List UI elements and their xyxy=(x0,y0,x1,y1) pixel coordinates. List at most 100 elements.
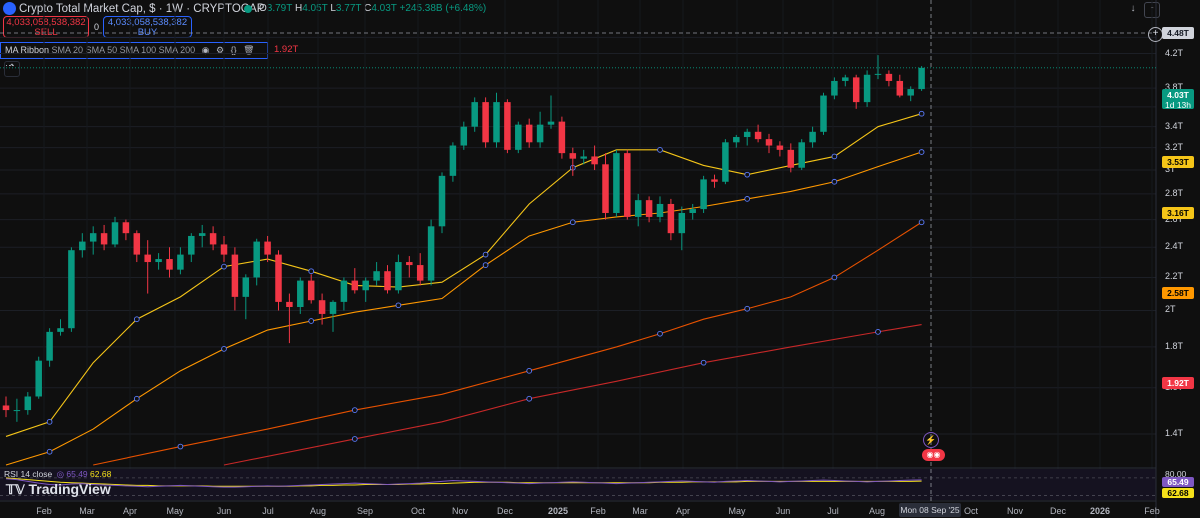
candle-body xyxy=(307,280,315,301)
candle xyxy=(515,121,522,154)
candle xyxy=(449,142,457,182)
candle xyxy=(482,97,489,148)
candle-body xyxy=(689,209,696,213)
candle-body xyxy=(776,145,784,150)
price-tick-label: 2.8T xyxy=(1165,187,1184,198)
chart-title[interactable]: Crypto Total Market Cap, $ · 1W · CRYPTO… xyxy=(19,3,265,15)
delete-icon[interactable]: 🗑 xyxy=(243,45,255,55)
rsi-ma-axis-value: 62.68 xyxy=(1162,488,1194,498)
sma-marker xyxy=(831,274,838,281)
candle xyxy=(743,128,751,146)
candle-body xyxy=(809,131,816,143)
buy-label: BUY xyxy=(137,27,158,38)
candle xyxy=(874,55,882,80)
time-tick-label: Feb xyxy=(36,506,52,516)
time-tick-label: Aug xyxy=(309,506,327,516)
sma-marker xyxy=(351,436,358,442)
candle-body xyxy=(525,124,533,143)
arrow-down-icon[interactable]: ↓ xyxy=(1130,3,1136,14)
candle xyxy=(536,111,544,148)
candle-body xyxy=(765,139,773,146)
sma-marker xyxy=(831,153,838,160)
candle xyxy=(645,196,653,223)
candle-body xyxy=(787,149,795,168)
candle xyxy=(242,274,250,320)
ohlc-values: O3.79T H4.05T L3.77T C4.03T +245.38B (+6… xyxy=(259,0,486,18)
candle-body xyxy=(743,131,751,138)
sma-line-3 xyxy=(93,221,922,466)
candle-body xyxy=(2,405,10,411)
candle-body xyxy=(253,241,260,278)
candle xyxy=(318,293,326,325)
price-tick-label: 1.8T xyxy=(1165,340,1184,351)
candle xyxy=(558,116,566,159)
candle xyxy=(896,74,904,98)
tradingview-watermark: 𝕋𝕍 TradingView xyxy=(6,481,111,498)
candle-body xyxy=(111,222,119,245)
price-tick-label: 4.2T xyxy=(1165,47,1184,58)
candle xyxy=(918,66,925,91)
eye-icon[interactable]: ◉ xyxy=(201,45,210,55)
price-axis[interactable] xyxy=(1156,0,1200,518)
candle-body xyxy=(591,156,598,165)
candle xyxy=(188,233,195,263)
candle-body xyxy=(569,153,577,159)
buy-price: 4,033,058,538,382 xyxy=(107,17,188,28)
sma-line-4 xyxy=(223,324,922,466)
add-alert-icon[interactable]: + xyxy=(1148,27,1163,42)
time-tick-label: Feb xyxy=(590,506,606,516)
candle xyxy=(373,262,380,286)
time-tick-label: Jun xyxy=(216,506,232,516)
candles[interactable] xyxy=(2,55,925,422)
lightning-event-icon[interactable]: ⚡ xyxy=(923,432,939,448)
candle xyxy=(231,247,239,311)
candle xyxy=(591,145,598,171)
rsi-legend[interactable]: RSI 14 close ◎ 65.49 62.68 xyxy=(4,469,111,480)
candle-body xyxy=(384,271,391,291)
sma-marker xyxy=(221,263,227,270)
sell-label: SELL xyxy=(34,27,58,38)
candle xyxy=(275,250,282,311)
candle xyxy=(525,118,533,148)
candle-body xyxy=(449,145,457,176)
candle xyxy=(504,99,511,154)
candle-body xyxy=(831,80,838,96)
candle xyxy=(700,175,707,213)
time-tick-label: Oct xyxy=(410,506,426,516)
price-tick-label: 2.2T xyxy=(1165,271,1184,282)
candle-body xyxy=(351,280,359,291)
sma-marker xyxy=(831,178,838,185)
candle-body xyxy=(209,233,217,245)
candle-body xyxy=(264,241,271,255)
more-options-icon[interactable]: ⋯ xyxy=(5,60,14,70)
indicator-name: MA Ribbon xyxy=(5,45,50,55)
candle-body xyxy=(177,254,184,270)
collapse-legend-icon[interactable]: ⌃ xyxy=(4,61,20,77)
candle-body xyxy=(318,300,326,314)
candle-body xyxy=(842,77,849,81)
sma-marker xyxy=(700,359,707,366)
economic-events-icon[interactable]: ◉◉ xyxy=(922,449,945,461)
candle xyxy=(264,235,271,263)
candle-body xyxy=(395,262,402,291)
candle xyxy=(852,74,860,109)
sma20-price-label: 3.53T xyxy=(1162,156,1194,168)
market-status-icon xyxy=(244,5,252,13)
ohlc-open-value: 3.79T xyxy=(266,3,293,14)
candle-body xyxy=(198,233,206,236)
rsi-label: RSI 14 close xyxy=(4,469,53,479)
candle-body xyxy=(907,89,914,96)
candle xyxy=(111,216,119,248)
candle xyxy=(198,224,206,248)
settings-icon[interactable]: ⚙ xyxy=(216,45,225,55)
time-tick-label: Aug xyxy=(868,506,886,516)
candle-body xyxy=(558,121,566,154)
candle-body xyxy=(416,265,424,281)
candle-body xyxy=(493,102,500,143)
price-tick-label: 3T xyxy=(1165,164,1176,175)
source-code-icon[interactable]: {} xyxy=(230,45,237,55)
rsi-eye-icon[interactable]: ◎ xyxy=(56,469,64,479)
sma-marker xyxy=(351,407,358,413)
candle xyxy=(395,254,402,294)
